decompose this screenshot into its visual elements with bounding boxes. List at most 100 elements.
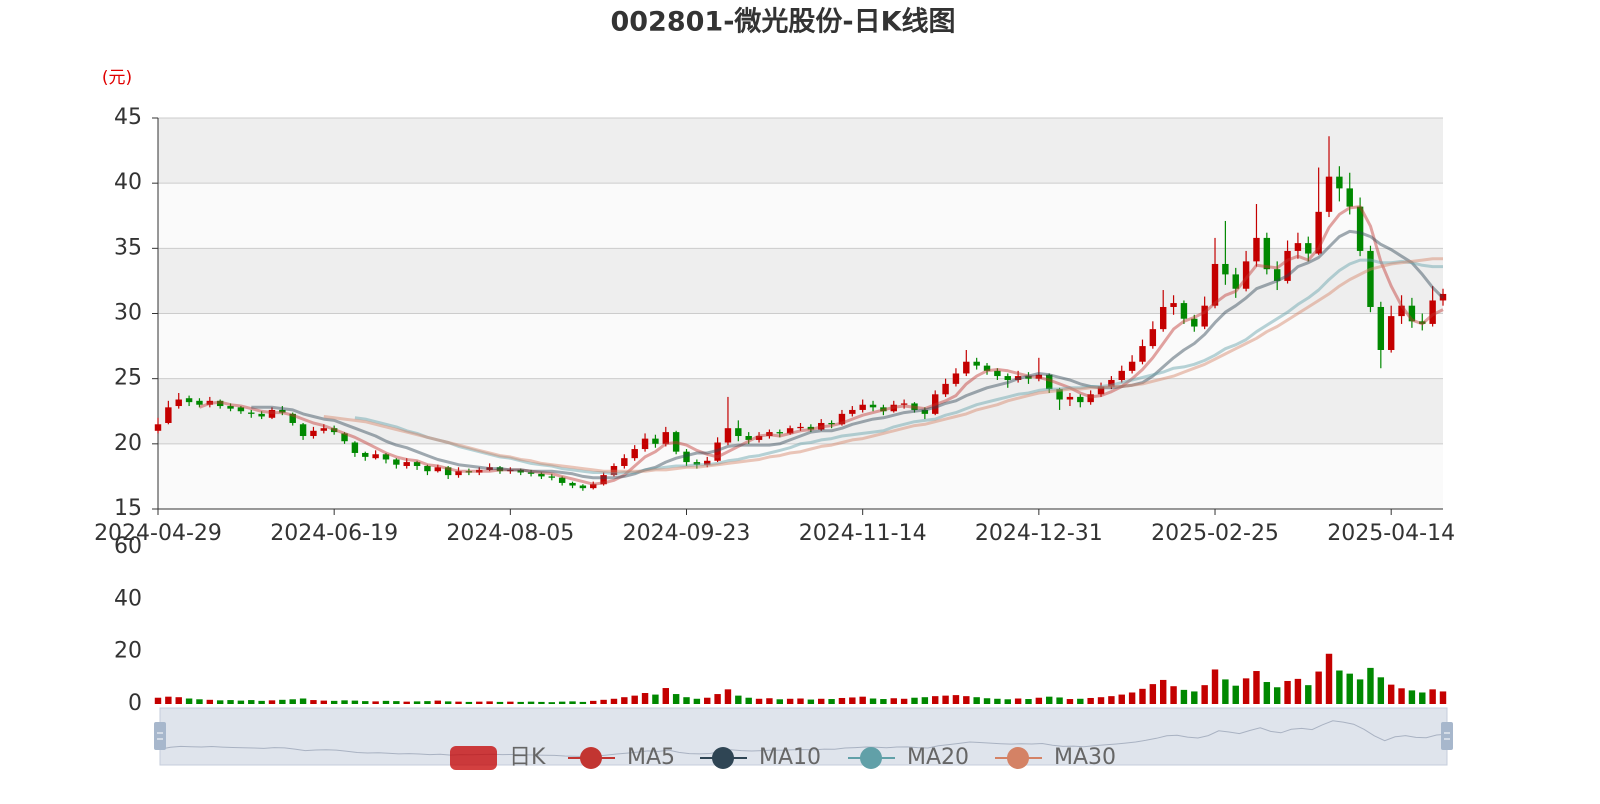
candle-body [341,433,348,442]
volume-bar [1014,698,1022,704]
candle [786,425,794,435]
volume-bar [227,700,234,704]
legend-item[interactable]: MA10 [700,745,821,770]
candle-body [330,428,338,433]
candle-body [1242,261,1250,289]
split-area [158,313,1443,379]
legend-label[interactable]: MA20 [907,745,969,770]
x-tick-label: 2024-04-29 [94,521,222,546]
candle-body [527,472,535,474]
candle-body [921,409,929,414]
candle-body [206,400,214,405]
candle-body [1159,306,1167,330]
candle-body [973,361,980,366]
candle [1004,373,1011,388]
candle-body [672,432,680,452]
legend-item[interactable]: 日K [450,745,546,770]
candle [237,406,245,414]
candle-body [807,426,815,430]
candle [1159,290,1167,332]
candle [558,476,566,486]
candle-body [1097,386,1105,395]
candle [994,368,1001,380]
legend-item[interactable]: MA30 [995,745,1116,770]
volume-bar [1346,673,1353,704]
volume-bar [216,700,224,704]
legend-label[interactable]: MA30 [1054,745,1116,770]
volume-bar [900,698,908,704]
candle-body [403,462,410,466]
zoom-track[interactable] [159,707,1448,766]
legend: 日K MA5 MA10 MA20 MA30 [450,745,1116,770]
candle-body [268,409,276,418]
candle [900,399,908,409]
candle-body [1253,237,1260,262]
legend-item[interactable]: MA5 [568,745,675,770]
candle-body [579,485,587,489]
legend-label[interactable]: MA10 [759,745,821,770]
candle [1439,288,1447,306]
candle [641,433,649,452]
candle [455,467,462,478]
candle-body [1439,293,1447,301]
zoom-handle[interactable] [1441,722,1453,750]
volume-bar [1087,697,1094,704]
ma-line [354,258,1443,476]
volume-bar [641,693,649,704]
volume-bar [310,700,317,704]
candle [165,400,172,425]
candle [289,412,296,426]
volume-bar [994,698,1001,704]
legend-label[interactable]: 日K [509,745,546,770]
candle [1066,393,1074,407]
legend-item[interactable]: MA20 [848,745,969,770]
candle [880,404,887,416]
volume-bar [652,694,659,704]
candle [932,390,939,416]
volume-bar [1035,697,1043,704]
candle-body [216,400,224,407]
volume-bar [807,699,815,704]
zoom-handle[interactable] [154,722,166,750]
volume-bar [631,695,638,704]
candle [704,456,711,468]
candle-body [994,370,1001,377]
candle-body [465,471,473,473]
candle [320,424,328,434]
candle [672,430,680,455]
volume-bar [486,701,493,704]
candle-body [1128,361,1136,371]
volume-bar [942,695,949,704]
candle-body [1025,376,1032,379]
candle-body [662,432,669,444]
candle-body [289,413,296,423]
candle [279,406,286,416]
candle-body [735,428,742,437]
volume-bar [1429,689,1436,704]
candle-body [776,432,783,434]
volume-bar [838,697,846,704]
candle-body [1035,374,1043,379]
candle [382,452,390,464]
volume-bar [1004,699,1011,704]
candle-body [538,473,545,477]
candle-body [1201,305,1208,327]
volume-bar [517,701,524,704]
candle-body [1377,306,1385,350]
candle [268,407,276,420]
legend-icon [580,747,602,769]
candle-body [362,452,369,457]
volume-bar [1066,699,1074,704]
split-area [158,443,1443,509]
candle-body [963,361,970,374]
volume-bar [610,698,618,704]
volume-bar [175,697,182,704]
volume-bar [320,700,328,704]
candle-body [1356,206,1364,251]
legend-label[interactable]: MA5 [627,745,675,770]
candle [1294,232,1302,259]
volume-bar [1180,689,1188,704]
candle [838,409,846,426]
candle [299,422,307,440]
volume-bar [1387,684,1395,704]
